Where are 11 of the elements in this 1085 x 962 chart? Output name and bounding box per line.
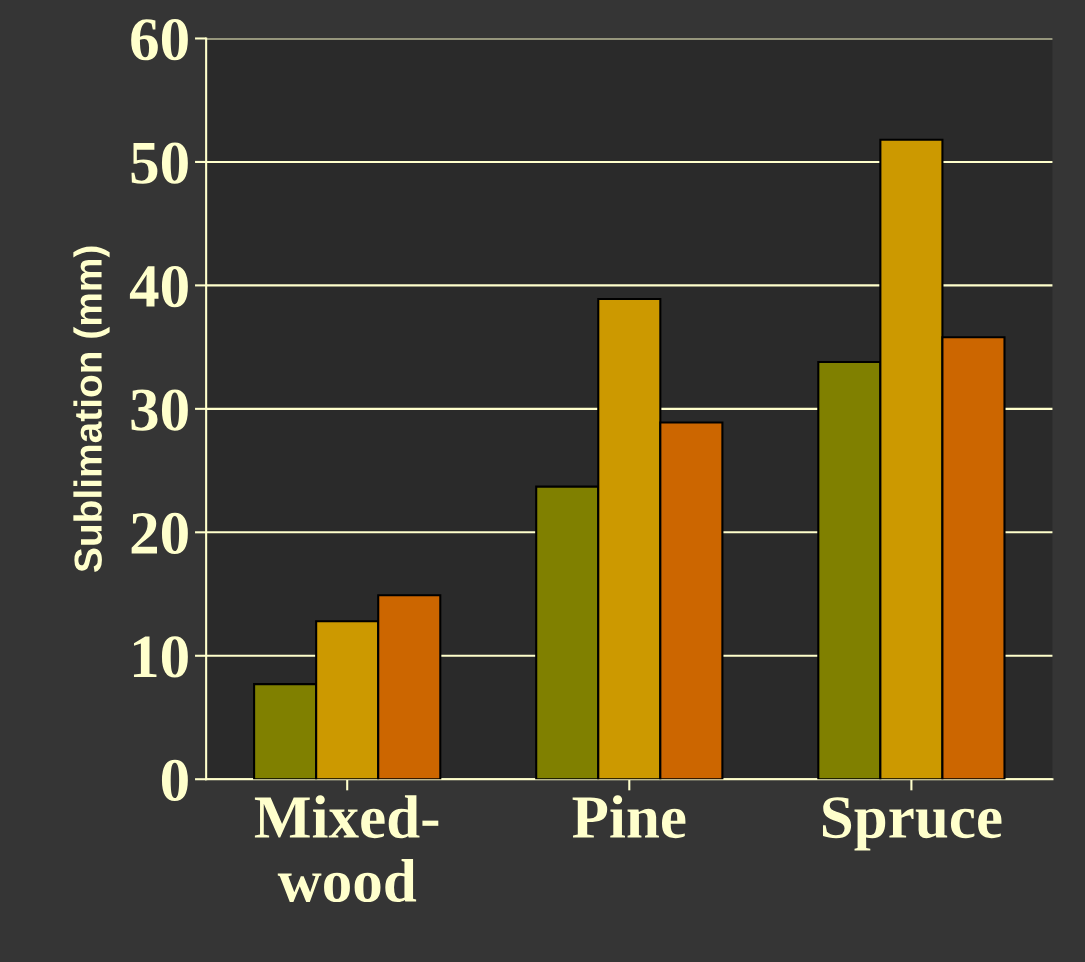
- y-tick-label: 20: [131, 512, 188, 555]
- y-tick-label: 0: [161, 759, 188, 802]
- y-tick-label: 40: [129, 265, 188, 308]
- y-tick-label: 60: [131, 19, 188, 61]
- y-tick-label: 10: [133, 636, 188, 678]
- y-tick-label: 30: [131, 389, 188, 431]
- x-tick-label: Pine: [572, 795, 686, 839]
- y-axis-title: Sublimation (mm): [73, 246, 110, 572]
- x-tick-label: Mixed- wood: [254, 795, 439, 903]
- y-tick-label: 50: [131, 142, 188, 184]
- x-tick-label: Spruce: [822, 797, 1002, 851]
